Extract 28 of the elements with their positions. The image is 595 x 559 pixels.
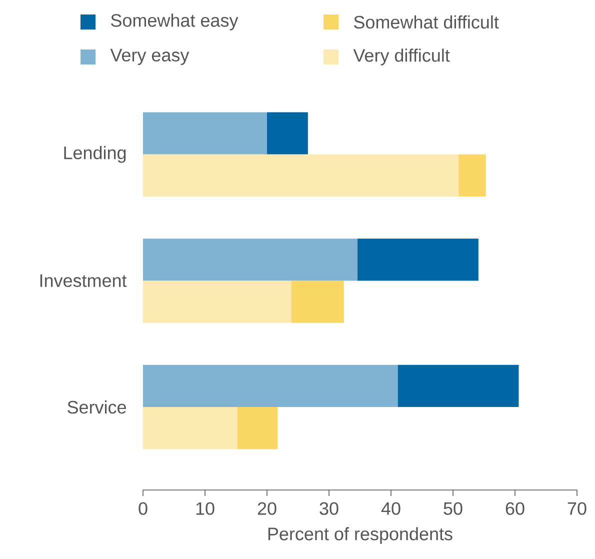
bar <box>143 112 268 154</box>
bar <box>143 407 238 450</box>
y-tick-label: Service <box>68 400 126 414</box>
bar <box>143 238 358 281</box>
x-tick-label: 60 <box>506 502 524 515</box>
legend-label: Somewhat difficult <box>354 15 499 29</box>
x-tick-label: 10 <box>196 502 214 515</box>
bar <box>267 112 308 154</box>
y-tick-label: Lending <box>64 146 126 163</box>
bar <box>291 280 344 323</box>
x-axis-title: Percent of respondents <box>268 527 452 544</box>
bar <box>143 364 398 408</box>
bar <box>358 238 478 281</box>
legend-label: Very difficult <box>353 48 450 66</box>
bar <box>143 154 459 197</box>
x-tick-label: 0 <box>138 502 148 515</box>
x-tick-label: 40 <box>381 502 400 515</box>
legend-label: Somewhat easy <box>111 14 238 30</box>
bar <box>458 154 486 197</box>
legend-label: Very easy <box>110 48 190 66</box>
x-tick-label: 50 <box>444 502 462 515</box>
bar <box>398 364 519 408</box>
x-tick-label: 70 <box>568 502 586 515</box>
y-tick-label: Investment <box>40 274 127 287</box>
x-tick-label: 20 <box>258 502 276 515</box>
bar <box>143 280 292 323</box>
bar <box>237 407 278 450</box>
x-tick-label: 30 <box>320 502 338 515</box>
